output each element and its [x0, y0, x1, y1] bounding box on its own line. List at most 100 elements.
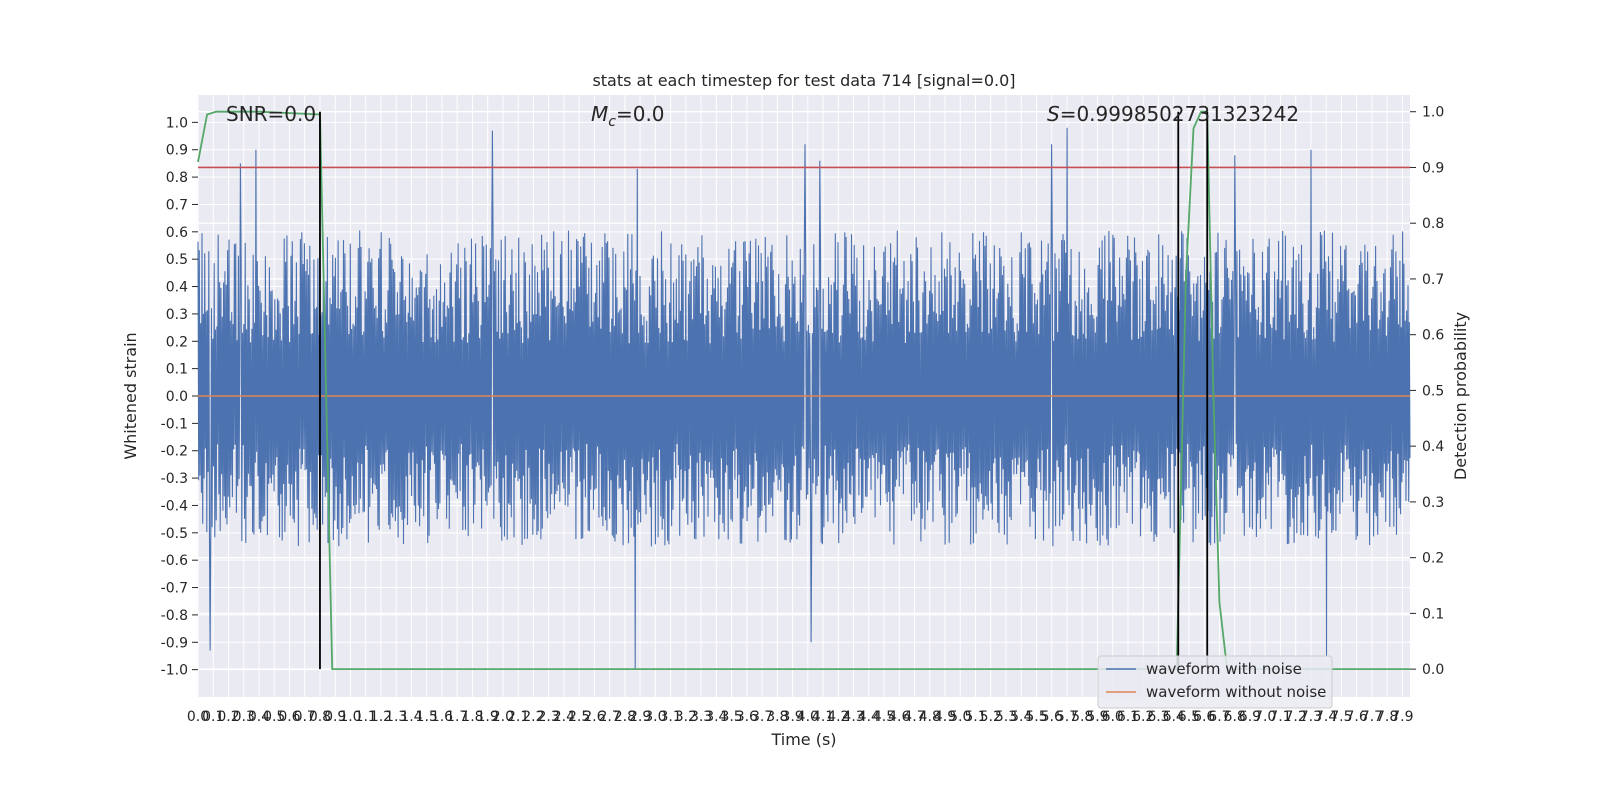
x-tick-label: 1.2	[370, 709, 392, 725]
x-tick-label: 6.9	[1239, 709, 1261, 725]
x-tick-label: 3.8	[766, 709, 788, 725]
right-tick-label: 0.6	[1422, 328, 1444, 344]
y-tick-label: -0.2	[161, 444, 188, 460]
x-tick-label: 1.5	[416, 709, 438, 725]
x-tick-label: 0.6	[278, 709, 300, 725]
x-tick-label: 4.5	[873, 709, 895, 725]
right-tick-label: 0.3	[1422, 495, 1444, 511]
right-tick-label: 0.1	[1422, 606, 1444, 622]
y-tick-label: 1.0	[166, 115, 188, 131]
snr-annotation: SNR=0.0	[226, 102, 316, 126]
legend-box	[1097, 655, 1333, 709]
x-tick-label: 6.5	[1178, 709, 1200, 725]
y-tick-label: 0.3	[166, 307, 188, 323]
x-tick-label: 6.8	[1224, 709, 1246, 725]
y-tick-label: 0.7	[166, 197, 188, 213]
x-tick-label: 2.2	[522, 709, 544, 725]
x-tick-label: 4.2	[827, 709, 849, 725]
right-tick-label: 1.0	[1422, 105, 1444, 121]
s-annotation: S=0.9998502731323242	[1047, 102, 1299, 126]
x-tick-label: 7.7	[1361, 709, 1383, 725]
x-tick-label: 4.9	[934, 709, 956, 725]
x-tick-label: 6.6	[1193, 709, 1215, 725]
s-value: =0.9998502731323242	[1060, 102, 1299, 126]
y-tick-label: -0.5	[161, 526, 188, 542]
y-tick-label: -0.7	[161, 581, 188, 597]
legend-label-noisy: waveform with noise	[1146, 660, 1302, 678]
x-tick-label: 0.4	[248, 709, 270, 725]
y-tick-label: -0.9	[161, 635, 188, 651]
x-tick-label: 4.7	[903, 709, 925, 725]
y-tick-label: -0.4	[161, 498, 188, 514]
y-tick-label: 0.1	[166, 362, 188, 378]
x-tick-label: 0.8	[309, 709, 331, 725]
y-tick-label: 0.0	[166, 389, 188, 405]
left-axis-label: Whitened strain	[121, 332, 140, 459]
x-tick-label: 5.8	[1071, 709, 1093, 725]
x-tick-label: 3.0	[644, 709, 666, 725]
x-tick-label: 5.0	[949, 709, 971, 725]
x-tick-label: 7.9	[1391, 709, 1413, 725]
right-tick-label: 0.5	[1422, 383, 1444, 399]
x-tick-label: 5.1	[964, 709, 986, 725]
x-tick-label: 0.0	[187, 709, 209, 725]
x-tick-label: 5.5	[1025, 709, 1047, 725]
y-tick-label: 0.9	[166, 143, 188, 159]
x-tick-label: 0.2	[217, 709, 239, 725]
x-tick-label: 1.8	[461, 709, 483, 725]
x-tick-label: 4.6	[888, 709, 910, 725]
x-tick-label: 1.6	[431, 709, 453, 725]
x-tick-label: 3.9	[781, 709, 803, 725]
x-tick-label: 0.5	[263, 709, 285, 725]
detection-markers	[319, 111, 1209, 670]
x-tick-label: 6.1	[1117, 709, 1139, 725]
left-axis-ticks: 1.0 0.9 0.8 0.7 0.6 0.5 0.4 0.3 0.2 0.1 0.0 -0.1 -0.…	[161, 115, 198, 679]
x-tick-label: 2.9	[629, 709, 651, 725]
x-tick-label: 2.6	[583, 709, 605, 725]
x-tick-label: 4.0	[797, 709, 819, 725]
x-tick-label: 3.5	[720, 709, 742, 725]
right-axis-ticks: 1.0 0.9 0.8 0.7 0.6 0.5 0.4 0.3 0.2 0.1 0.0	[1410, 105, 1444, 678]
x-tick-label: 0.7	[294, 709, 316, 725]
x-tick-label: 5.7	[1056, 709, 1078, 725]
x-tick-label: 5.2	[980, 709, 1002, 725]
x-tick-label: 7.0	[1254, 709, 1276, 725]
x-tick-label: 6.7	[1208, 709, 1230, 725]
x-tick-label: 1.4	[400, 709, 422, 725]
y-tick-label: 0.8	[166, 170, 188, 186]
x-tick-label: 3.4	[705, 709, 727, 725]
x-tick-label: 5.6	[1041, 709, 1063, 725]
x-tick-label: 2.1	[507, 709, 529, 725]
y-tick-label: 0.5	[166, 252, 188, 268]
x-tick-label: 6.2	[1132, 709, 1154, 725]
mc-value: =0.0	[616, 102, 665, 126]
x-tick-label: 6.3	[1147, 709, 1169, 725]
x-tick-label: 2.8	[614, 709, 636, 725]
right-tick-label: 0.8	[1422, 216, 1444, 232]
detection-probability-line	[197, 110, 1410, 670]
x-axis-label: Time (s)	[770, 730, 836, 749]
mc-annotation: Mc=0.0	[591, 102, 665, 130]
x-tick-label: 2.4	[553, 709, 575, 725]
x-tick-label: 3.1	[659, 709, 681, 725]
x-tick-label: 5.9	[1086, 709, 1108, 725]
chart-title: stats at each timestep for test data 714…	[592, 71, 1015, 90]
right-tick-label: 0.9	[1422, 160, 1444, 176]
x-tick-label: 0.1	[202, 709, 224, 725]
x-tick-label: 0.3	[233, 709, 255, 725]
y-tick-label: -0.8	[161, 608, 188, 624]
x-tick-label: 1.9	[477, 709, 499, 725]
mc-subscript: c	[608, 114, 616, 130]
x-tick-label: 1.0	[339, 709, 361, 725]
x-tick-label: 5.4	[1010, 709, 1032, 725]
y-tick-label: -0.1	[161, 416, 188, 432]
x-tick-label: 3.7	[751, 709, 773, 725]
x-tick-label: 3.3	[690, 709, 712, 725]
detection-probability-series	[197, 110, 1410, 670]
x-tick-label: 4.4	[858, 709, 880, 725]
s-symbol: S	[1047, 102, 1060, 126]
x-tick-label: 7.6	[1346, 709, 1368, 725]
x-tick-label: 3.2	[675, 709, 697, 725]
x-tick-label: 7.2	[1285, 709, 1307, 725]
x-axis-ticks: 0.00.10.20.30.40.50.60.70.80.91.01.11.21…	[187, 709, 1414, 725]
